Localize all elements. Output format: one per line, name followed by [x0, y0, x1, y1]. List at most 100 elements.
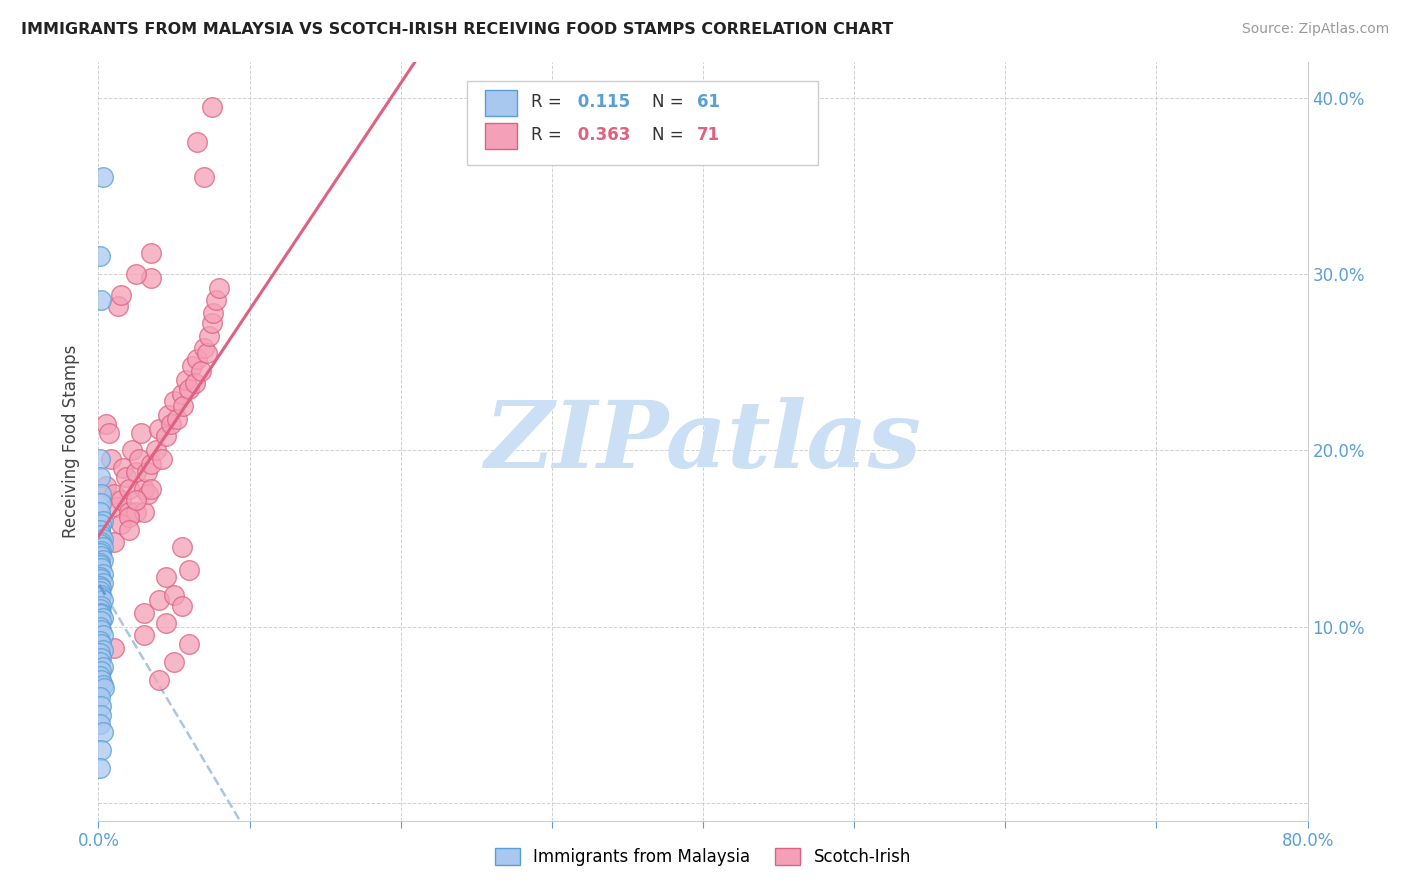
Point	[118, 482, 141, 496]
Point	[89, 546, 111, 560]
Point	[89, 523, 111, 537]
Point	[90, 637, 112, 651]
Point	[89, 655, 111, 669]
Text: R =: R =	[531, 127, 567, 145]
Legend: Immigrants from Malaysia, Scotch-Irish: Immigrants from Malaysia, Scotch-Irish	[488, 841, 918, 873]
Point	[89, 620, 111, 634]
Text: 0.115: 0.115	[572, 93, 630, 111]
Point	[172, 399, 194, 413]
Point	[91, 678, 114, 692]
Point	[114, 470, 136, 484]
Point	[155, 616, 177, 631]
Point	[90, 624, 112, 638]
Point	[90, 572, 112, 586]
Point	[202, 306, 225, 320]
Point	[90, 528, 112, 542]
Point	[90, 561, 112, 575]
Point	[132, 628, 155, 642]
Point	[141, 245, 163, 260]
Point	[90, 581, 112, 595]
Point	[89, 590, 111, 604]
Point	[118, 510, 141, 524]
Point	[90, 599, 112, 613]
Point	[90, 651, 112, 665]
Point	[91, 628, 114, 642]
Point	[90, 606, 112, 620]
Point	[132, 606, 155, 620]
Point	[90, 544, 112, 558]
Point	[118, 505, 141, 519]
Y-axis label: Receiving Food Stamps: Receiving Food Stamps	[62, 345, 80, 538]
Point	[91, 552, 114, 566]
Point	[193, 169, 215, 184]
Point	[205, 293, 228, 308]
Point	[89, 558, 111, 572]
Point	[91, 575, 114, 590]
Point	[170, 541, 193, 555]
Point	[201, 317, 224, 331]
Point	[141, 458, 163, 472]
Point	[163, 394, 186, 409]
Point	[103, 487, 125, 501]
Point	[110, 517, 132, 532]
Point	[170, 387, 193, 401]
Point	[125, 465, 148, 479]
Point	[89, 537, 111, 551]
Point	[94, 478, 117, 492]
FancyBboxPatch shape	[467, 81, 818, 165]
Point	[193, 341, 215, 355]
Point	[174, 373, 197, 387]
Point	[98, 425, 121, 440]
Point	[89, 690, 111, 705]
Text: N =: N =	[652, 93, 689, 111]
Point	[103, 535, 125, 549]
Point	[148, 422, 170, 436]
Text: IMMIGRANTS FROM MALAYSIA VS SCOTCH-IRISH RECEIVING FOOD STAMPS CORRELATION CHART: IMMIGRANTS FROM MALAYSIA VS SCOTCH-IRISH…	[21, 22, 893, 37]
Text: 61: 61	[697, 93, 720, 111]
Point	[184, 376, 207, 391]
Text: ZIPatlas: ZIPatlas	[485, 397, 921, 486]
Point	[166, 411, 188, 425]
Point	[190, 364, 212, 378]
Point	[155, 570, 177, 584]
Point	[121, 443, 143, 458]
Point	[91, 593, 114, 607]
Point	[107, 299, 129, 313]
Point	[186, 351, 208, 366]
Point	[90, 496, 112, 510]
Point	[110, 288, 132, 302]
Point	[155, 429, 177, 443]
Point	[145, 443, 167, 458]
Point	[132, 482, 155, 496]
Point	[90, 615, 112, 629]
Point	[90, 517, 112, 532]
Point	[90, 588, 112, 602]
Point	[89, 607, 111, 622]
Point	[186, 135, 208, 149]
Point	[90, 673, 112, 687]
Point	[208, 281, 231, 295]
Point	[91, 611, 114, 625]
Point	[91, 541, 114, 555]
Point	[195, 346, 218, 360]
Point	[136, 487, 159, 501]
Point	[170, 599, 193, 613]
Point	[90, 743, 112, 757]
Point	[105, 500, 128, 514]
Point	[111, 461, 134, 475]
Point	[201, 99, 224, 113]
Point	[179, 637, 201, 651]
Point	[90, 535, 112, 549]
Point	[91, 566, 114, 581]
Point	[103, 640, 125, 655]
Point	[129, 425, 152, 440]
Point	[125, 492, 148, 507]
Text: 0.363: 0.363	[572, 127, 631, 145]
Text: 71: 71	[697, 127, 720, 145]
Point	[128, 452, 150, 467]
Point	[91, 169, 114, 184]
Point	[125, 505, 148, 519]
Text: R =: R =	[531, 93, 567, 111]
Point	[89, 556, 111, 570]
Point	[91, 642, 114, 657]
